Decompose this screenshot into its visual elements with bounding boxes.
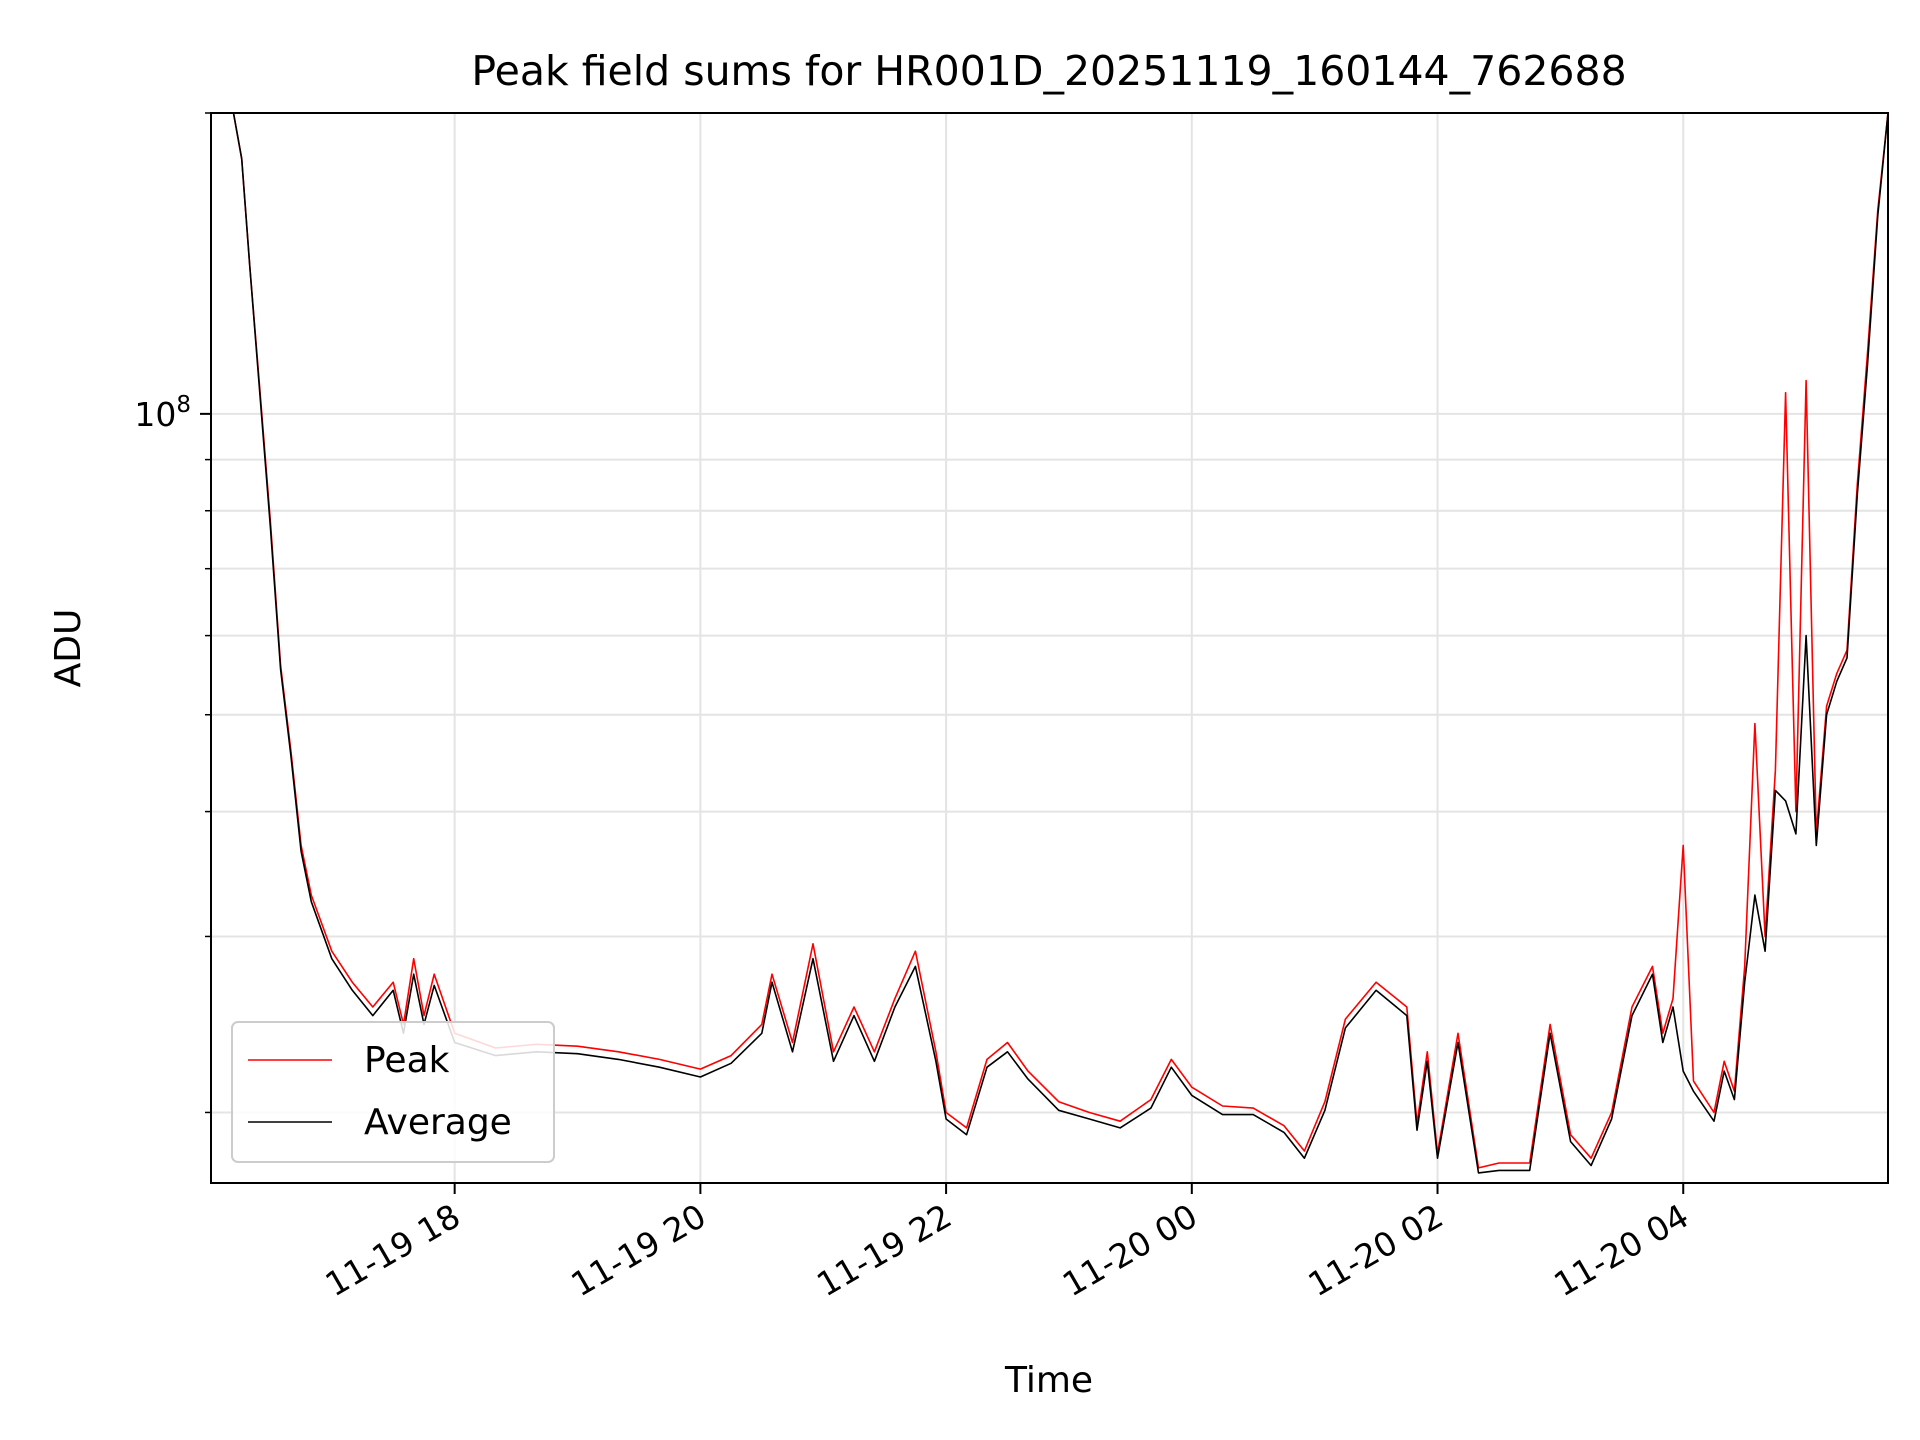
legend-box bbox=[231, 1021, 555, 1163]
series-layer bbox=[232, 113, 1888, 1174]
series-line-average bbox=[232, 113, 1888, 1174]
legend-label-peak: Peak bbox=[364, 1040, 450, 1081]
x-axis-label: Time bbox=[1004, 1360, 1093, 1401]
plot-frame bbox=[210, 112, 1889, 1184]
y-tick-label: 108 bbox=[134, 392, 191, 434]
legend-label-average: Average bbox=[364, 1102, 512, 1143]
legend: Peak Average bbox=[231, 1021, 555, 1163]
series-line-peak bbox=[232, 113, 1888, 1169]
y-axis-label: ADU bbox=[48, 609, 89, 688]
chart-title: Peak field sums for HR001D_20251119_1601… bbox=[471, 47, 1626, 95]
